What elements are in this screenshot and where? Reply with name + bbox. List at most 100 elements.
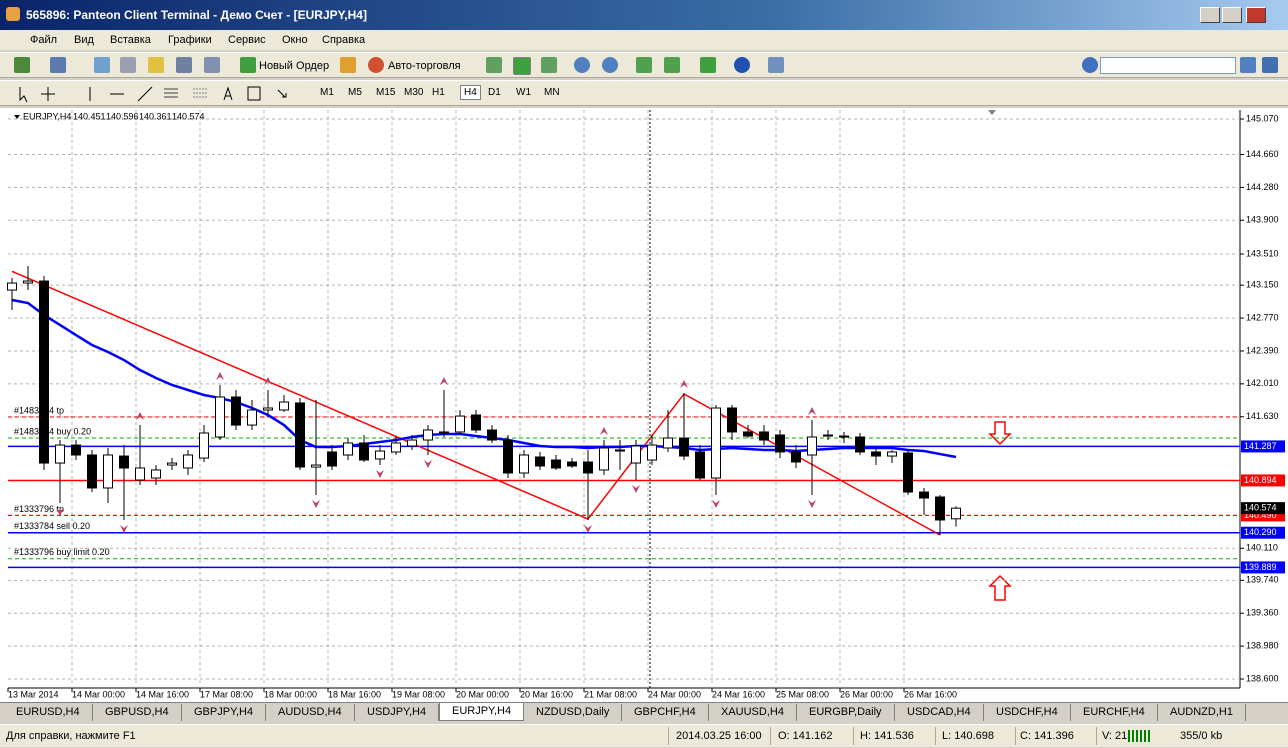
new-chart-icon[interactable] xyxy=(14,57,30,73)
menu-item[interactable]: Вставка xyxy=(110,34,151,46)
sell-arrow xyxy=(988,421,1012,446)
x-tick-label: 13 Mar 2014 xyxy=(8,689,59,699)
chart-tab[interactable]: EURCHF,H4 xyxy=(1071,704,1158,721)
fractal-up xyxy=(680,380,688,389)
crosshair-tool[interactable] xyxy=(41,87,55,101)
timeframe-button[interactable]: M15 xyxy=(376,87,396,98)
indicators-icon[interactable] xyxy=(700,57,716,73)
chart-tab[interactable]: EURGBP,Daily xyxy=(797,704,895,721)
autoscroll-icon[interactable] xyxy=(636,57,652,73)
menu-item[interactable]: Вид xyxy=(74,34,94,46)
fractal-down xyxy=(312,499,320,508)
buy-arrow xyxy=(988,574,1012,601)
chart-tab[interactable]: XAUUSD,H4 xyxy=(709,704,797,721)
fibo-tool[interactable] xyxy=(193,88,208,98)
timeframe-button[interactable]: M1 xyxy=(320,87,334,98)
autotrading-icon[interactable] xyxy=(368,57,384,73)
header-close: 140.574 xyxy=(172,111,205,121)
chart-tab[interactable]: AUDUSD,H4 xyxy=(266,704,355,721)
timeframe-button[interactable]: D1 xyxy=(488,87,501,98)
chart-tab[interactable]: GBPJPY,H4 xyxy=(182,704,267,721)
cursor-tool[interactable] xyxy=(19,87,28,103)
y-tick-label: 141.630 xyxy=(1246,411,1279,421)
candle-body xyxy=(839,435,849,438)
candle-body xyxy=(7,282,17,291)
moving-average xyxy=(11,298,957,459)
chart-symbol: EURJPY,H4 xyxy=(23,111,71,121)
fractal-up xyxy=(600,427,608,436)
new-order-icon[interactable] xyxy=(240,57,256,73)
chart-tab[interactable]: USDJPY,H4 xyxy=(355,704,440,721)
market-watch-icon[interactable] xyxy=(94,57,110,73)
tester-icon[interactable] xyxy=(204,57,220,73)
candle-body xyxy=(647,444,657,461)
window-title: 565896: Panteon Client Terminal - Демо С… xyxy=(26,8,367,22)
templates-icon[interactable] xyxy=(768,57,784,73)
timeframe-button[interactable]: W1 xyxy=(516,87,531,98)
data-window-icon[interactable] xyxy=(120,57,136,73)
timeframe-button[interactable]: H1 xyxy=(432,87,445,98)
maximize-button[interactable] xyxy=(1222,7,1242,23)
chart-tab[interactable]: USDCHF,H4 xyxy=(984,704,1071,721)
menu-item[interactable]: Файл xyxy=(30,34,58,46)
expert-icon[interactable] xyxy=(340,57,356,73)
search-icon[interactable] xyxy=(1240,57,1256,73)
candle-body xyxy=(583,461,593,474)
candle-body xyxy=(231,396,241,426)
bar-chart-icon[interactable] xyxy=(486,57,502,73)
menu-item[interactable]: Окно xyxy=(282,34,308,46)
timeframe-button[interactable]: M30 xyxy=(404,87,424,98)
zoom-out-icon[interactable] xyxy=(602,57,618,73)
arrows-tool[interactable] xyxy=(277,89,287,98)
chart-tab[interactable]: USDCAD,H4 xyxy=(895,704,984,721)
candle-body xyxy=(55,444,65,464)
search-box[interactable] xyxy=(1100,57,1236,74)
x-tick-label: 24 Mar 16:00 xyxy=(712,689,765,699)
candle-body xyxy=(295,402,305,468)
terminal-icon[interactable] xyxy=(176,57,192,73)
navigator-icon[interactable] xyxy=(148,57,164,73)
new-order-button[interactable]: Новый Ордер xyxy=(259,60,330,72)
chart-tab[interactable]: NZDUSD,Daily xyxy=(524,704,623,721)
minimize-button[interactable] xyxy=(1200,7,1220,23)
zoom-in-icon[interactable] xyxy=(574,57,590,73)
chart-tab[interactable]: GBPCHF,H4 xyxy=(622,704,709,721)
chart-tab[interactable]: AUDNZD,H1 xyxy=(1158,704,1246,721)
candle-body xyxy=(919,491,929,499)
settings-icon[interactable] xyxy=(1082,57,1098,73)
periods-icon[interactable] xyxy=(734,57,750,73)
price-axis xyxy=(1240,108,1288,702)
candle-body xyxy=(471,414,481,431)
timeframe-button[interactable]: MN xyxy=(544,87,560,98)
line-chart-icon[interactable] xyxy=(541,57,557,73)
menu-item[interactable]: Справка xyxy=(322,34,366,46)
x-tick-label: 14 Mar 16:00 xyxy=(136,689,189,699)
candle-body xyxy=(455,415,465,433)
candle-body xyxy=(263,407,273,411)
price-tag xyxy=(1241,561,1285,574)
chart-tab[interactable]: EURJPY,H4 xyxy=(439,703,525,721)
candle-body xyxy=(743,431,753,437)
label-tool[interactable] xyxy=(247,86,261,101)
chart-tab[interactable]: EURUSD,H4 xyxy=(4,704,93,721)
trendline-tool[interactable] xyxy=(137,86,153,102)
timeframe-button[interactable]: M5 xyxy=(348,87,362,98)
channel-tool[interactable] xyxy=(164,88,178,98)
chart-tab[interactable]: GBPUSD,H4 xyxy=(93,704,182,721)
text-tool[interactable] xyxy=(223,86,233,101)
fractal-down xyxy=(712,499,720,508)
menu-item[interactable]: Сервис xyxy=(228,34,266,46)
candle-body xyxy=(519,454,529,474)
chart-shift-icon[interactable] xyxy=(664,57,680,73)
timeframe-button[interactable]: H4 xyxy=(460,85,481,100)
close-button[interactable] xyxy=(1246,7,1266,23)
candle-chart-icon[interactable] xyxy=(513,57,531,75)
profiles-icon[interactable] xyxy=(50,57,66,73)
y-tick-label: 145.070 xyxy=(1246,113,1279,123)
messages-icon[interactable] xyxy=(1262,57,1278,73)
autotrading-button[interactable]: Авто-торговля xyxy=(388,60,461,72)
menu-item[interactable]: Графики xyxy=(168,34,212,46)
status-time: 2014.03.25 16:00 xyxy=(676,730,762,742)
price-tag xyxy=(1241,509,1285,522)
fractal-down xyxy=(584,525,592,534)
